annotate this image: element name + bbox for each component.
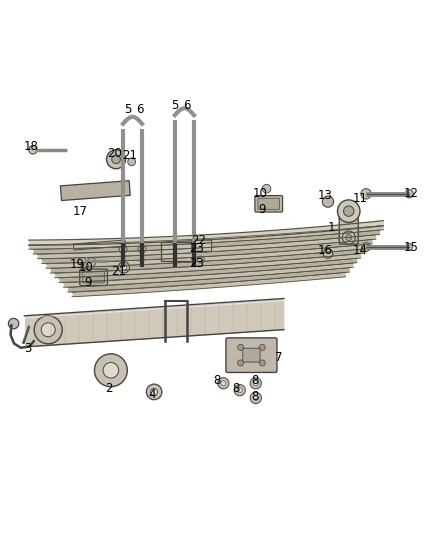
- Text: 9: 9: [258, 203, 266, 216]
- Text: 10: 10: [78, 261, 93, 274]
- Text: 5: 5: [171, 99, 179, 112]
- Circle shape: [218, 378, 229, 389]
- Text: 10: 10: [253, 187, 268, 200]
- Text: 16: 16: [318, 244, 333, 256]
- Circle shape: [87, 258, 96, 266]
- Text: 13: 13: [318, 189, 333, 202]
- Text: 21: 21: [111, 265, 126, 278]
- Text: 3: 3: [24, 342, 32, 355]
- Circle shape: [190, 245, 198, 253]
- Text: 15: 15: [403, 240, 418, 254]
- Text: 9: 9: [84, 277, 91, 289]
- Text: 2: 2: [105, 382, 113, 395]
- Text: 6: 6: [183, 99, 191, 112]
- Circle shape: [198, 256, 204, 263]
- Circle shape: [346, 235, 352, 240]
- Polygon shape: [60, 181, 130, 200]
- Circle shape: [250, 392, 261, 403]
- Text: 11: 11: [353, 192, 367, 205]
- Text: 19: 19: [70, 259, 85, 271]
- FancyBboxPatch shape: [339, 207, 358, 244]
- Circle shape: [103, 362, 119, 378]
- Circle shape: [338, 200, 360, 222]
- Circle shape: [121, 264, 127, 270]
- FancyBboxPatch shape: [258, 198, 279, 209]
- Circle shape: [118, 262, 130, 273]
- Circle shape: [322, 196, 334, 207]
- Text: 14: 14: [353, 244, 367, 256]
- Circle shape: [151, 389, 158, 395]
- Text: 22: 22: [191, 234, 206, 247]
- Circle shape: [112, 155, 120, 164]
- Circle shape: [361, 189, 371, 199]
- FancyBboxPatch shape: [243, 348, 260, 362]
- FancyBboxPatch shape: [83, 272, 104, 283]
- Text: 8: 8: [251, 390, 258, 403]
- Circle shape: [138, 245, 146, 253]
- Text: 17: 17: [72, 205, 87, 217]
- Circle shape: [343, 206, 354, 216]
- Circle shape: [78, 257, 86, 265]
- Circle shape: [119, 245, 127, 253]
- Text: 7: 7: [275, 351, 283, 364]
- Circle shape: [250, 378, 261, 389]
- Circle shape: [237, 360, 244, 366]
- Circle shape: [128, 158, 135, 166]
- Circle shape: [405, 190, 413, 198]
- Circle shape: [342, 231, 355, 244]
- Circle shape: [237, 387, 242, 393]
- Text: 8: 8: [251, 374, 258, 387]
- FancyBboxPatch shape: [80, 269, 107, 286]
- Text: 1: 1: [328, 221, 335, 234]
- Text: 4: 4: [148, 387, 156, 401]
- Text: 8: 8: [214, 374, 221, 387]
- Circle shape: [237, 344, 244, 350]
- Circle shape: [34, 316, 62, 344]
- Circle shape: [406, 244, 413, 251]
- Text: 23: 23: [189, 242, 204, 255]
- Circle shape: [41, 323, 55, 337]
- Circle shape: [221, 381, 226, 386]
- Polygon shape: [74, 240, 125, 250]
- Circle shape: [146, 384, 162, 400]
- Circle shape: [95, 354, 127, 387]
- FancyBboxPatch shape: [255, 196, 283, 212]
- FancyBboxPatch shape: [226, 338, 277, 373]
- Circle shape: [253, 395, 258, 401]
- Text: 21: 21: [122, 149, 138, 162]
- FancyBboxPatch shape: [161, 242, 195, 261]
- Text: 8: 8: [233, 382, 240, 395]
- Circle shape: [262, 184, 271, 193]
- Circle shape: [106, 150, 126, 169]
- Text: 12: 12: [403, 187, 418, 200]
- Text: 18: 18: [24, 140, 39, 153]
- Circle shape: [259, 360, 265, 366]
- Text: 23: 23: [189, 256, 204, 270]
- Circle shape: [323, 249, 333, 259]
- Circle shape: [362, 243, 371, 252]
- Circle shape: [29, 146, 37, 154]
- FancyBboxPatch shape: [192, 240, 212, 252]
- Text: 20: 20: [107, 147, 122, 160]
- Circle shape: [234, 384, 245, 396]
- Circle shape: [8, 318, 19, 329]
- Circle shape: [171, 245, 179, 253]
- Circle shape: [259, 344, 265, 350]
- Text: 5: 5: [124, 103, 131, 116]
- Circle shape: [253, 381, 258, 386]
- Text: 6: 6: [136, 103, 143, 116]
